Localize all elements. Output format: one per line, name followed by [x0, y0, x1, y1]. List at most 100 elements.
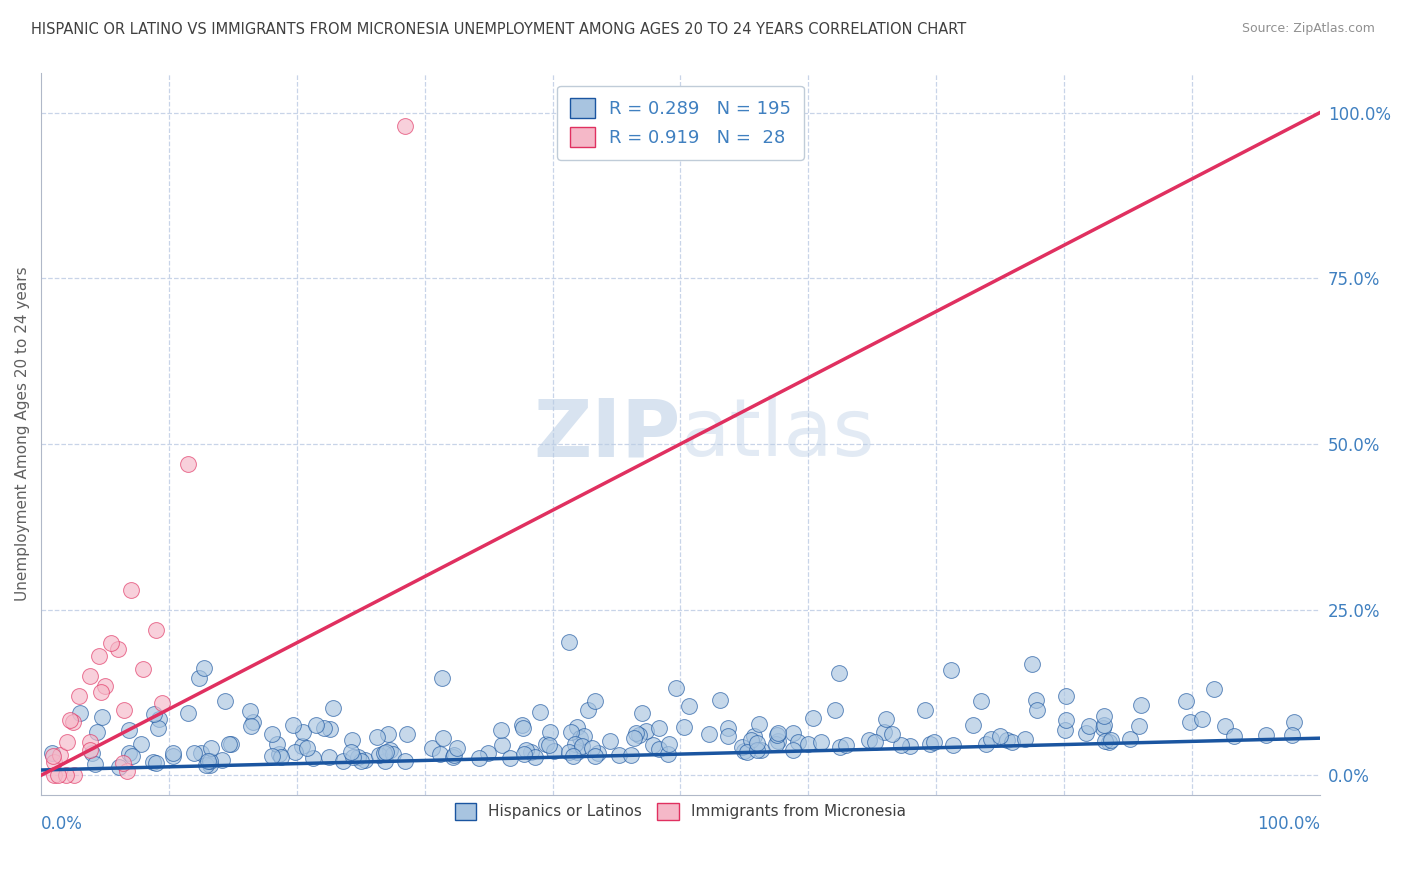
Text: Source: ZipAtlas.com: Source: ZipAtlas.com	[1241, 22, 1375, 36]
Point	[586, 746, 609, 760]
Point	[628, 728, 651, 742]
Point	[513, 747, 536, 761]
Point	[569, 731, 592, 745]
Point	[477, 746, 499, 760]
Point	[374, 754, 396, 768]
Point	[1092, 718, 1115, 732]
Point	[318, 750, 340, 764]
Point	[432, 672, 454, 686]
Point	[731, 739, 754, 754]
Point	[90, 685, 112, 699]
Point	[375, 746, 398, 760]
Point	[319, 723, 342, 737]
Point	[678, 698, 700, 713]
Point	[366, 731, 388, 745]
Point	[218, 737, 240, 751]
Point	[340, 745, 363, 759]
Point	[538, 738, 561, 752]
Text: atlas: atlas	[681, 395, 875, 473]
Point	[538, 725, 561, 739]
Point	[305, 718, 328, 732]
Point	[332, 754, 354, 768]
Point	[583, 748, 606, 763]
Point	[1281, 728, 1303, 742]
Point	[118, 723, 141, 737]
Point	[571, 739, 593, 754]
Point	[94, 680, 117, 694]
Point	[394, 754, 416, 768]
Point	[90, 710, 112, 724]
Point	[648, 742, 671, 756]
Point	[768, 734, 790, 748]
Point	[510, 718, 533, 732]
Text: ZIP: ZIP	[533, 395, 681, 473]
Point	[607, 748, 630, 763]
Point	[49, 748, 72, 763]
Point	[80, 746, 103, 760]
Text: 0.0%: 0.0%	[41, 815, 83, 833]
Point	[115, 764, 138, 778]
Point	[239, 704, 262, 718]
Point	[291, 724, 314, 739]
Point	[665, 681, 688, 696]
Point	[863, 735, 886, 749]
Point	[198, 757, 221, 772]
Point	[576, 703, 599, 717]
Point	[353, 753, 375, 767]
Point	[301, 750, 323, 764]
Point	[995, 732, 1018, 747]
Point	[740, 733, 762, 747]
Point	[79, 735, 101, 749]
Point	[142, 755, 165, 769]
Point	[939, 663, 962, 677]
Point	[489, 723, 512, 737]
Point	[1074, 726, 1097, 740]
Point	[55, 735, 77, 749]
Point	[835, 738, 858, 752]
Point	[284, 745, 307, 759]
Point	[765, 737, 787, 751]
Point	[1098, 735, 1121, 749]
Point	[574, 729, 596, 743]
Point	[46, 768, 69, 782]
Point	[295, 740, 318, 755]
Point	[801, 711, 824, 725]
Point	[260, 727, 283, 741]
Point	[108, 760, 131, 774]
Point	[914, 703, 936, 717]
Point	[190, 746, 212, 760]
Point	[197, 754, 219, 768]
Point	[42, 768, 65, 782]
Point	[942, 738, 965, 752]
Point	[564, 737, 586, 751]
Point	[368, 747, 391, 762]
Point	[86, 724, 108, 739]
Point	[42, 755, 65, 769]
Point	[291, 739, 314, 754]
Point	[1092, 708, 1115, 723]
Point	[1099, 733, 1122, 747]
Point	[145, 623, 167, 637]
Point	[150, 696, 173, 710]
Point	[1175, 694, 1198, 708]
Point	[717, 730, 740, 744]
Point	[697, 727, 720, 741]
Point	[583, 693, 606, 707]
Point	[872, 725, 894, 739]
Point	[55, 768, 77, 782]
Point	[1094, 734, 1116, 748]
Point	[41, 746, 63, 760]
Point	[630, 706, 652, 721]
Point	[112, 703, 135, 717]
Point	[378, 743, 401, 757]
Point	[177, 457, 200, 471]
Point	[1129, 698, 1152, 712]
Point	[69, 706, 91, 721]
Point	[543, 744, 565, 758]
Point	[1054, 713, 1077, 727]
Point	[312, 722, 335, 736]
Point	[648, 721, 671, 735]
Point	[132, 662, 155, 676]
Point	[969, 694, 991, 708]
Point	[749, 743, 772, 757]
